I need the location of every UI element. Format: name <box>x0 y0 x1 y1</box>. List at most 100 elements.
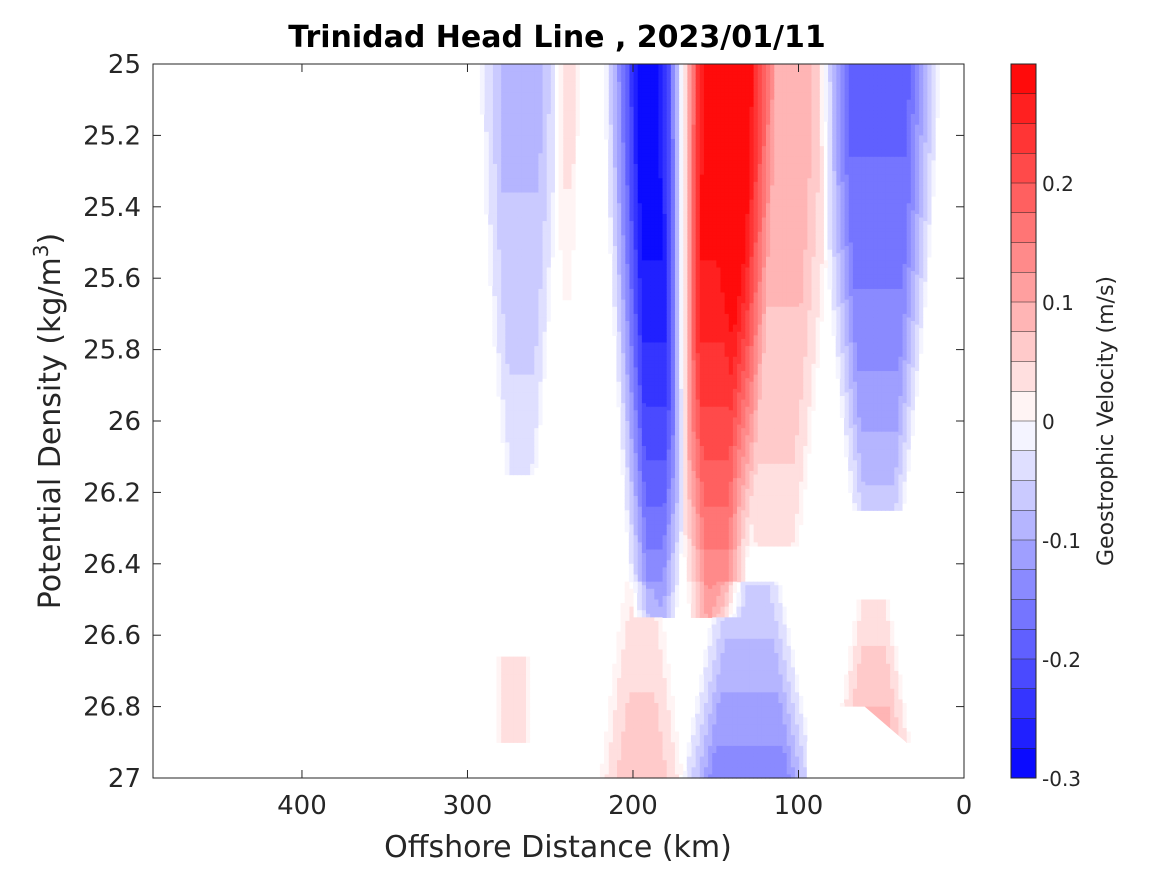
heatmap-cell <box>935 78 940 83</box>
heatmap-cell <box>852 363 858 369</box>
heatmap-cell <box>914 181 920 186</box>
heatmap-cell <box>773 617 779 622</box>
heatmap-cell <box>856 681 862 686</box>
heatmap-cell <box>868 299 874 304</box>
heatmap-cell <box>864 131 870 136</box>
heatmap-cell <box>786 685 791 690</box>
heatmap-cell <box>848 674 853 679</box>
heatmap-cell <box>901 421 907 426</box>
heatmap-cell <box>781 738 787 743</box>
heatmap-cell <box>844 124 849 129</box>
heatmap-cell <box>786 438 791 444</box>
heatmap-cell <box>806 253 812 258</box>
heatmap-cell <box>844 342 849 347</box>
heatmap-cell <box>910 103 915 108</box>
heatmap-cell <box>906 353 911 358</box>
heatmap-cell <box>860 117 866 122</box>
heatmap-cell <box>815 99 820 104</box>
heatmap-cell <box>806 113 812 119</box>
heatmap-cell <box>815 231 820 236</box>
heatmap-cell <box>802 742 808 747</box>
heatmap-cell <box>860 181 866 186</box>
heatmap-cell <box>773 538 779 543</box>
heatmap-cell <box>868 160 874 165</box>
heatmap-cell <box>885 324 891 329</box>
heatmap-cell <box>839 181 845 186</box>
heatmap-cell <box>773 699 779 704</box>
heatmap-cell <box>773 142 779 147</box>
heatmap-cell <box>922 106 928 112</box>
heatmap-cell <box>889 249 895 254</box>
heatmap-cell <box>918 81 924 87</box>
heatmap-cell <box>835 296 841 301</box>
heatmap-cell <box>914 335 920 340</box>
heatmap-cell <box>802 313 808 319</box>
heatmap-cell <box>777 135 783 140</box>
heatmap-cell <box>860 381 866 386</box>
heatmap-cell <box>922 281 928 286</box>
heatmap-cell <box>790 488 795 493</box>
heatmap-cell <box>798 206 804 211</box>
heatmap-cell <box>856 445 862 451</box>
heatmap-cell <box>897 206 903 211</box>
heatmap-cell <box>889 635 895 640</box>
heatmap-cell <box>786 478 791 483</box>
heatmap-cell <box>777 720 783 726</box>
heatmap-cell <box>852 153 858 158</box>
heatmap-cell <box>802 67 808 72</box>
heatmap-cell <box>790 410 795 415</box>
heatmap-cell <box>802 267 808 272</box>
heatmap-cell <box>881 413 886 419</box>
heatmap-cell <box>777 231 783 236</box>
heatmap-cell <box>872 371 878 376</box>
heatmap-cell <box>848 488 853 493</box>
heatmap-cell <box>897 720 903 726</box>
heatmap-cell <box>906 263 911 269</box>
heatmap-cell <box>777 613 783 618</box>
heatmap-cell <box>897 238 903 244</box>
heatmap-cell <box>906 246 911 251</box>
heatmap-cell <box>926 192 932 197</box>
heatmap-cell <box>872 388 878 394</box>
heatmap-cell <box>777 635 783 640</box>
heatmap-cell <box>798 449 804 454</box>
heatmap-cell <box>910 167 915 172</box>
heatmap-cell <box>777 367 783 372</box>
heatmap-cell <box>844 378 849 383</box>
heatmap-cell <box>777 660 783 665</box>
heatmap-cell <box>856 346 862 351</box>
heatmap-cell <box>868 453 874 458</box>
heatmap-cell <box>877 242 882 247</box>
heatmap-cell <box>815 174 820 179</box>
heatmap-cell <box>831 174 837 179</box>
heatmap-cell <box>777 413 783 419</box>
heatmap-cell <box>794 303 800 308</box>
heatmap-cell <box>848 263 853 269</box>
heatmap-cell <box>781 192 787 197</box>
heatmap-cell <box>844 385 849 390</box>
heatmap-cell <box>790 149 795 154</box>
heatmap-cell <box>893 720 899 726</box>
heatmap-cell <box>868 78 874 83</box>
heatmap-cell <box>810 113 816 119</box>
heatmap-cell <box>893 210 899 215</box>
heatmap-cell <box>777 753 783 758</box>
heatmap-cell <box>790 445 795 451</box>
heatmap-cell <box>773 710 779 715</box>
heatmap-cell <box>877 267 882 272</box>
heatmap-cell <box>777 103 783 108</box>
heatmap-cell <box>918 299 924 304</box>
heatmap-cell <box>777 528 783 533</box>
heatmap-cell <box>910 324 915 329</box>
heatmap-cell <box>889 699 895 704</box>
heatmap-cell <box>819 106 824 112</box>
heatmap-cell <box>777 731 783 736</box>
heatmap-cell <box>860 106 866 112</box>
heatmap-cell <box>777 445 783 451</box>
heatmap-cell <box>810 392 816 397</box>
heatmap-cell <box>839 331 845 336</box>
heatmap-cell <box>881 64 886 69</box>
heatmap-cell <box>856 485 862 490</box>
heatmap-cell <box>794 206 800 211</box>
heatmap-cell <box>877 96 882 101</box>
